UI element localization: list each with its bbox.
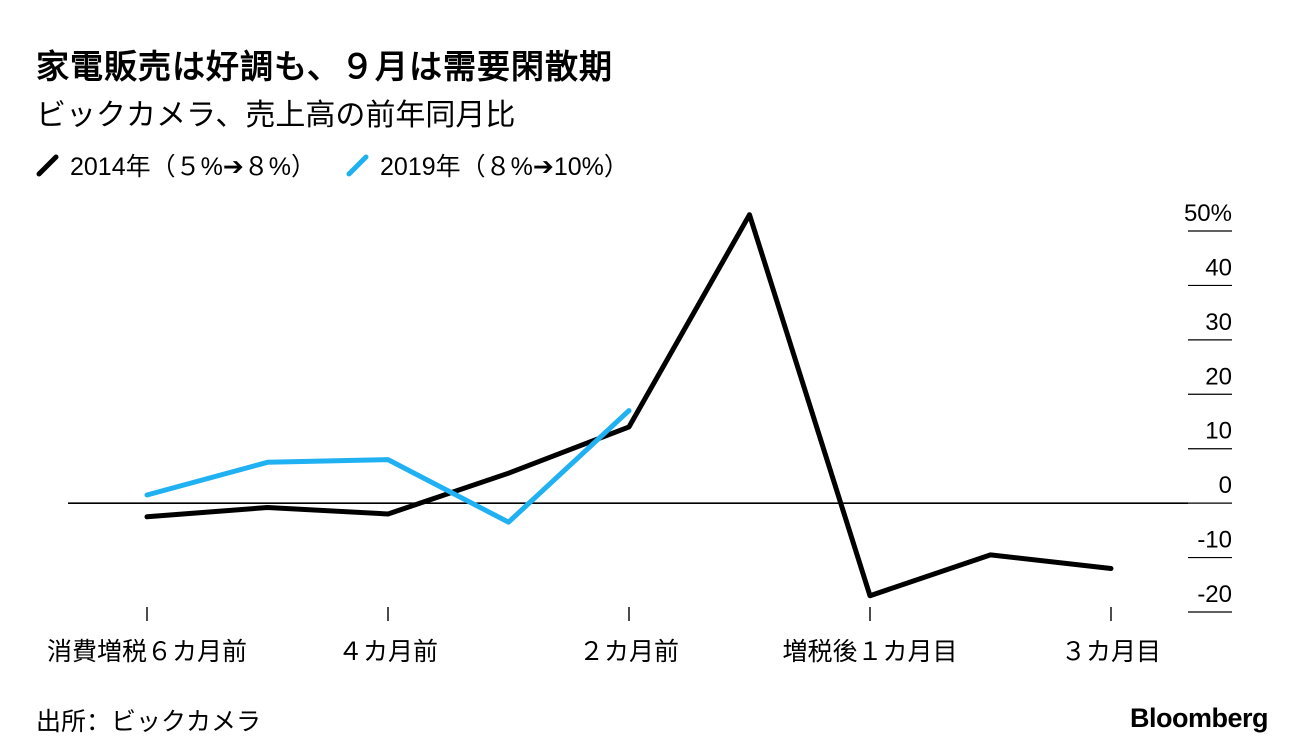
y-tick-label-0: 50% [1184, 200, 1232, 227]
legend-label-2019: 2019年（８%➔10%） [380, 153, 629, 181]
y-tick-label-6: -10 [1197, 527, 1232, 554]
x-tick-label-2: ２カ月前 [579, 638, 679, 666]
legend-item-2014: 2014年（５%➔８%） [36, 147, 316, 183]
bloomberg-logo: Bloomberg [1129, 703, 1269, 733]
source-note: 出所：ビックカメラ [36, 708, 262, 736]
series-line-0 [144, 212, 1114, 599]
legend-swatch-2014 [36, 154, 59, 177]
y-tick-label-7: -20 [1197, 581, 1232, 608]
chart-title: 家電販売は好調も、９月は需要閑散期 [36, 48, 614, 85]
legend: 2014年（５%➔８%） 2019年（８%➔10%） [36, 148, 659, 182]
chart-subtitle: ビックカメラ、売上高の前年同月比 [36, 99, 516, 132]
series-line-1 [144, 408, 632, 525]
legend-label-2014: 2014年（５%➔８%） [70, 153, 317, 181]
y-tick-label-1: 40 [1205, 254, 1232, 281]
y-tick-label-4: 10 [1205, 418, 1232, 445]
legend-swatch-2019 [346, 154, 369, 177]
x-tick-label-1: ４カ月前 [338, 638, 438, 666]
y-tick-label-3: 20 [1205, 363, 1232, 390]
x-tick-label-3: 増税後１カ月目 [782, 638, 957, 666]
x-tick-label-4: ３カ月目 [1061, 638, 1161, 666]
y-tick-label-5: 0 [1219, 472, 1232, 499]
y-tick-label-2: 30 [1205, 309, 1232, 336]
x-tick-label-0: 消費増税６カ月前 [47, 638, 247, 666]
legend-item-2019: 2019年（８%➔10%） [346, 147, 629, 183]
